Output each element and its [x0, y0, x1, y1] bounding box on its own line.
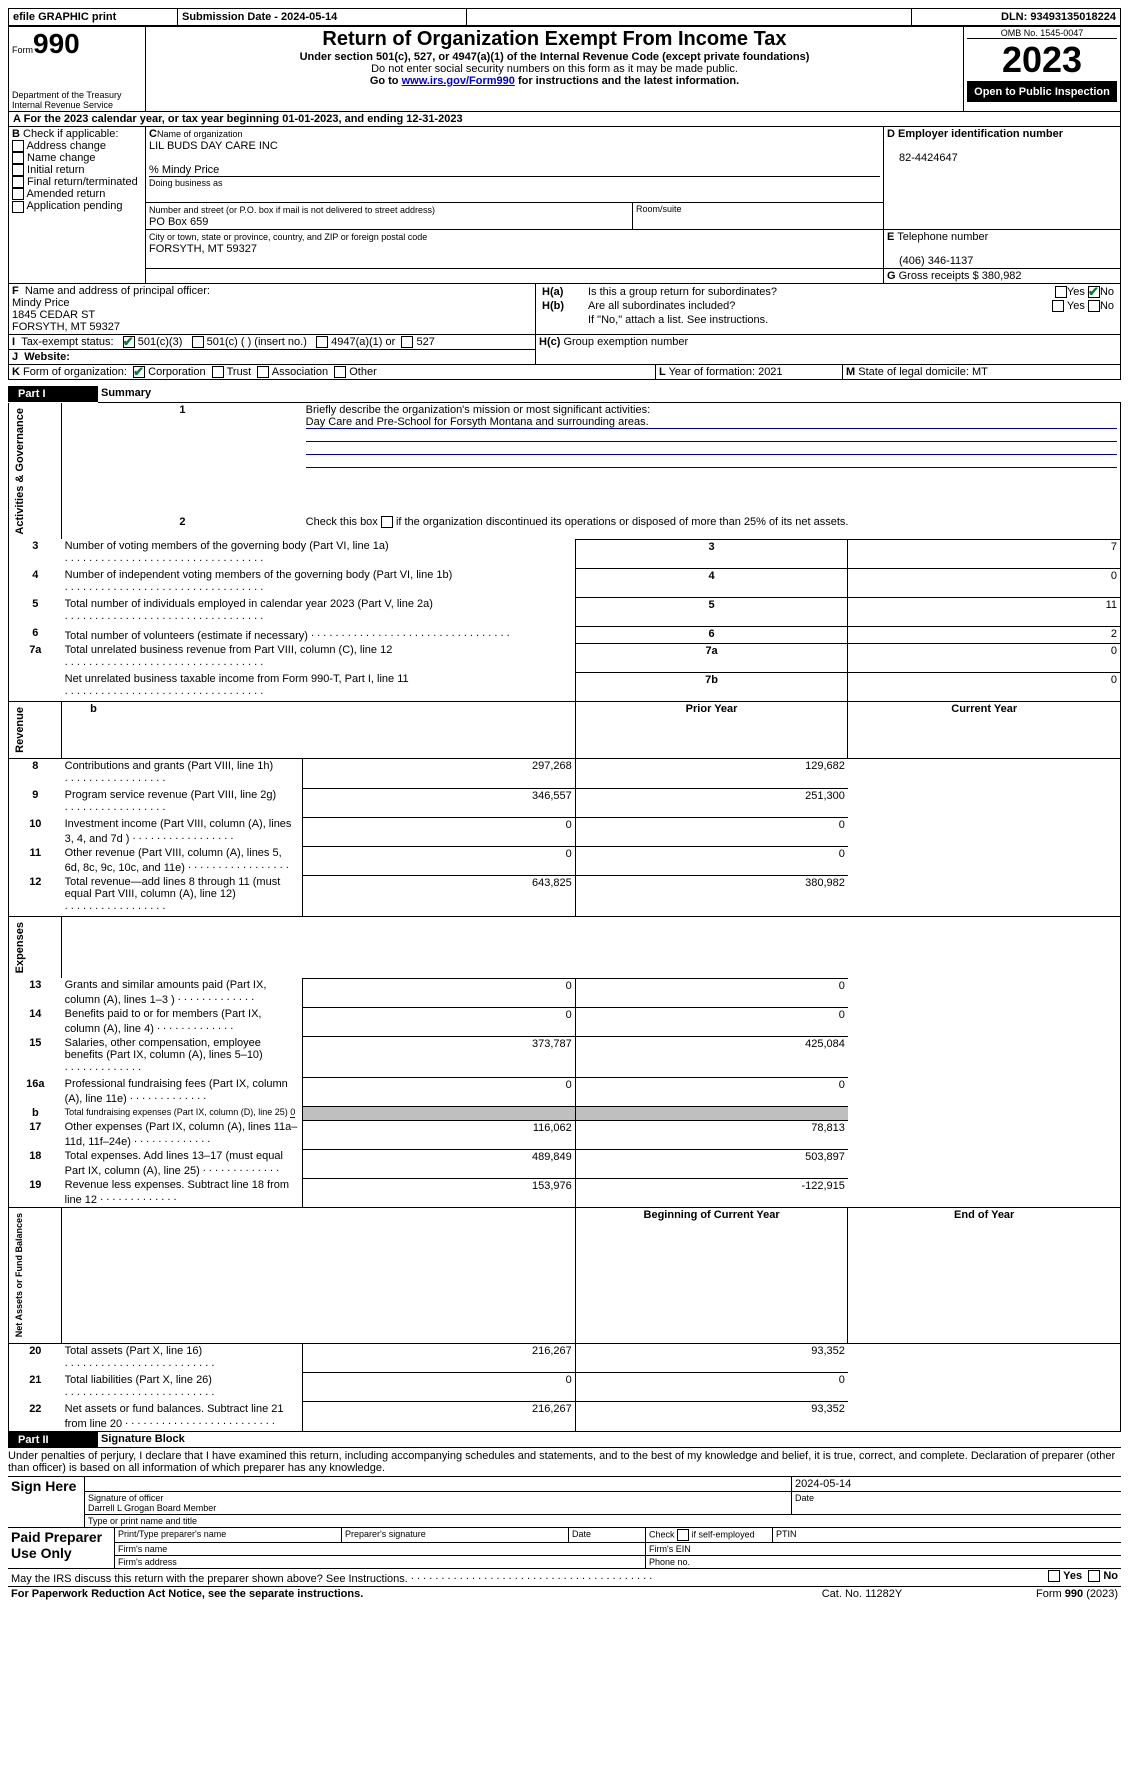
perjury-declaration: Under penalties of perjury, I declare th… [8, 1448, 1121, 1476]
ha-yes-checkbox[interactable] [1055, 286, 1067, 298]
k-opt-checkbox[interactable] [133, 366, 145, 378]
sign-here-block: Sign Here 2024-05-14 Signature of office… [8, 1476, 1121, 1528]
b-opt-checkbox[interactable] [12, 140, 24, 152]
b-opt-checkbox[interactable] [12, 152, 24, 164]
form-number: 990 [33, 28, 80, 59]
irs-link[interactable]: www.irs.gov/Form990 [402, 75, 515, 87]
hb-yes-checkbox[interactable] [1052, 300, 1064, 312]
line2-checkbox[interactable] [381, 516, 393, 528]
ha-no-checkbox[interactable] [1088, 286, 1100, 298]
b-opt-checkbox[interactable] [12, 188, 24, 200]
care-of: % Mindy Price [149, 164, 880, 177]
irs-label: Internal Revenue Service [12, 100, 142, 110]
klm-block: K Form of organization: Corporation Trus… [8, 365, 1121, 380]
k-opt-checkbox[interactable] [212, 366, 224, 378]
part-ii-header: Part II Signature Block [8, 1432, 1121, 1449]
telephone: (406) 346-1137 [887, 255, 973, 267]
tax-year: 2023 [967, 39, 1117, 82]
street-address: PO Box 659 [149, 216, 208, 228]
gross-receipts: 380,982 [982, 270, 1022, 282]
open-public: Open to Public Inspection [967, 82, 1117, 102]
line-a: A For the 2023 calendar year, or tax yea… [8, 112, 1121, 127]
501c3-checkbox[interactable] [123, 336, 135, 348]
part-i-header: Part I Summary [8, 386, 1121, 403]
dln: DLN: 93493135018224 [912, 9, 1121, 26]
self-employed-checkbox[interactable] [677, 1529, 689, 1541]
submission-date: Submission Date - 2024-05-14 [178, 9, 467, 26]
hb-no-checkbox[interactable] [1088, 300, 1100, 312]
officer-addr1: 1845 CEDAR ST [12, 309, 95, 321]
mission-text: Day Care and Pre-School for Forsyth Mont… [306, 416, 1117, 429]
form-header: Form990 Department of the Treasury Inter… [8, 26, 1121, 112]
discuss-preparer: May the IRS discuss this return with the… [8, 1569, 1121, 1587]
side-netassets: Net Assets or Fund Balances [12, 1209, 26, 1341]
omb-number: OMB No. 1545-0047 [967, 28, 1117, 39]
form-subtitle: Under section 501(c), 527, or 4947(a)(1)… [149, 51, 960, 63]
dba-label: Doing business as [149, 178, 223, 188]
current-year-header: Current Year [848, 702, 1121, 759]
paid-preparer-block: Paid Preparer Use Only Print/Type prepar… [8, 1528, 1121, 1569]
ein: 82-4424647 [887, 152, 958, 164]
527-checkbox[interactable] [401, 336, 413, 348]
discuss-no-checkbox[interactable] [1088, 1570, 1100, 1582]
dept-treasury: Department of the Treasury [12, 90, 142, 100]
b-opt-checkbox[interactable] [12, 201, 24, 213]
b-opt-checkbox[interactable] [12, 176, 24, 188]
prior-year-header: Prior Year [575, 702, 848, 759]
officer-group-block: F Name and address of principal officer:… [8, 284, 1121, 335]
form-title: Return of Organization Exempt From Incom… [149, 28, 960, 51]
top-bar: efile GRAPHIC print Submission Date - 20… [8, 8, 1121, 26]
side-revenue: Revenue [12, 703, 28, 757]
footer: For Paperwork Reduction Act Notice, see … [8, 1587, 1121, 1601]
entity-block: B Check if applicable: Address change Na… [8, 127, 1121, 284]
summary-table: Activities & Governance 1 Briefly descri… [8, 403, 1121, 1432]
k-opt-checkbox[interactable] [334, 366, 346, 378]
status-website-block: I Tax-exempt status: 501(c)(3) 501(c) ( … [8, 335, 1121, 365]
officer-name: Mindy Price [12, 297, 69, 309]
discuss-yes-checkbox[interactable] [1048, 1570, 1060, 1582]
501c-checkbox[interactable] [192, 336, 204, 348]
ssn-note: Do not enter social security numbers on … [149, 63, 960, 75]
officer-signature: Darrell L Grogan Board Member [88, 1503, 216, 1513]
k-opt-checkbox[interactable] [257, 366, 269, 378]
org-name: LIL BUDS DAY CARE INC [149, 140, 278, 152]
city-state-zip: FORSYTH, MT 59327 [149, 243, 257, 255]
side-expenses: Expenses [12, 918, 28, 977]
4947-checkbox[interactable] [316, 336, 328, 348]
side-governance: Activities & Governance [12, 404, 28, 539]
efile-label: efile GRAPHIC print [9, 9, 178, 26]
officer-addr2: FORSYTH, MT 59327 [12, 321, 120, 333]
b-opt-checkbox[interactable] [12, 164, 24, 176]
